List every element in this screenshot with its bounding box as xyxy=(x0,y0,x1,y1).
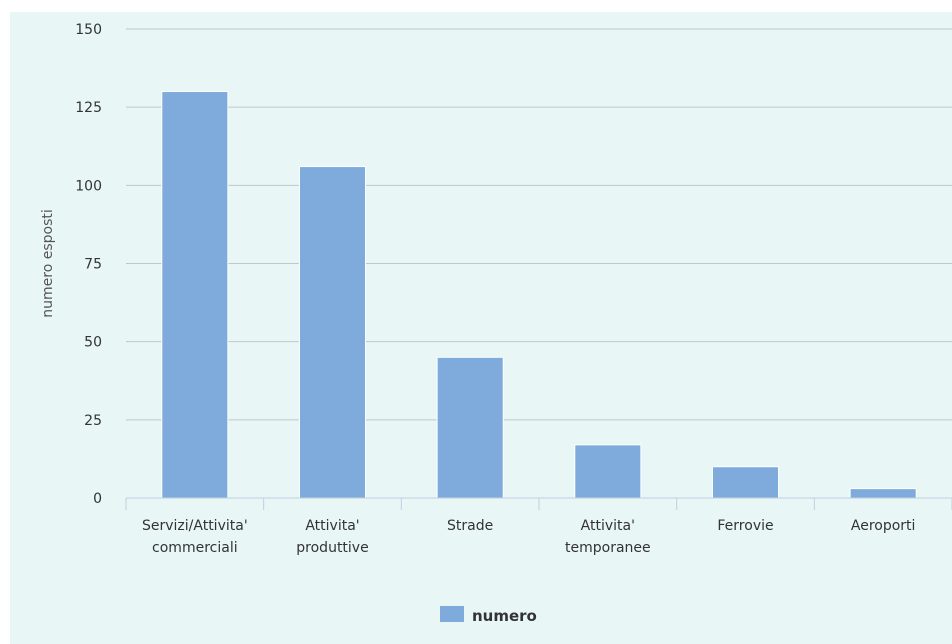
x-tick-label: Aeroporti xyxy=(851,518,916,534)
x-tick-label: Attivita' produttive xyxy=(296,518,368,556)
y-tick-label: 50 xyxy=(84,335,102,351)
y-tick-label: 150 xyxy=(75,22,102,38)
legend-swatch xyxy=(440,606,464,622)
bar[interactable] xyxy=(711,466,780,499)
bar[interactable] xyxy=(436,356,504,499)
y-tick-label: 125 xyxy=(75,100,102,116)
y-tick-label: 75 xyxy=(84,257,102,273)
y-tick-label: 0 xyxy=(93,491,102,507)
bar[interactable] xyxy=(298,166,367,499)
bar[interactable] xyxy=(574,444,642,499)
y-axis-title: numero esposti xyxy=(40,209,56,318)
x-axis xyxy=(125,497,952,510)
x-tick-label: Servizi/Attivita' commerciali xyxy=(142,518,248,556)
grid-lines xyxy=(126,28,952,421)
x-axis-ticks: Servizi/Attivita' commerciali Attivita' pro… xyxy=(142,518,915,556)
bars xyxy=(161,91,917,499)
y-axis-ticks: 0 25 50 75 100 125 150 xyxy=(75,22,102,507)
x-tick-label: Strade xyxy=(447,518,493,534)
x-tick-label: Attivita' temporanee xyxy=(565,518,651,556)
y-tick-label: 25 xyxy=(84,413,102,429)
y-tick-label: 100 xyxy=(75,178,102,194)
bar[interactable] xyxy=(161,91,229,499)
legend-label: numero xyxy=(472,607,537,625)
legend[interactable]: numero xyxy=(440,606,537,625)
x-tick-label: Ferrovie xyxy=(717,518,773,534)
bar[interactable] xyxy=(849,488,917,499)
